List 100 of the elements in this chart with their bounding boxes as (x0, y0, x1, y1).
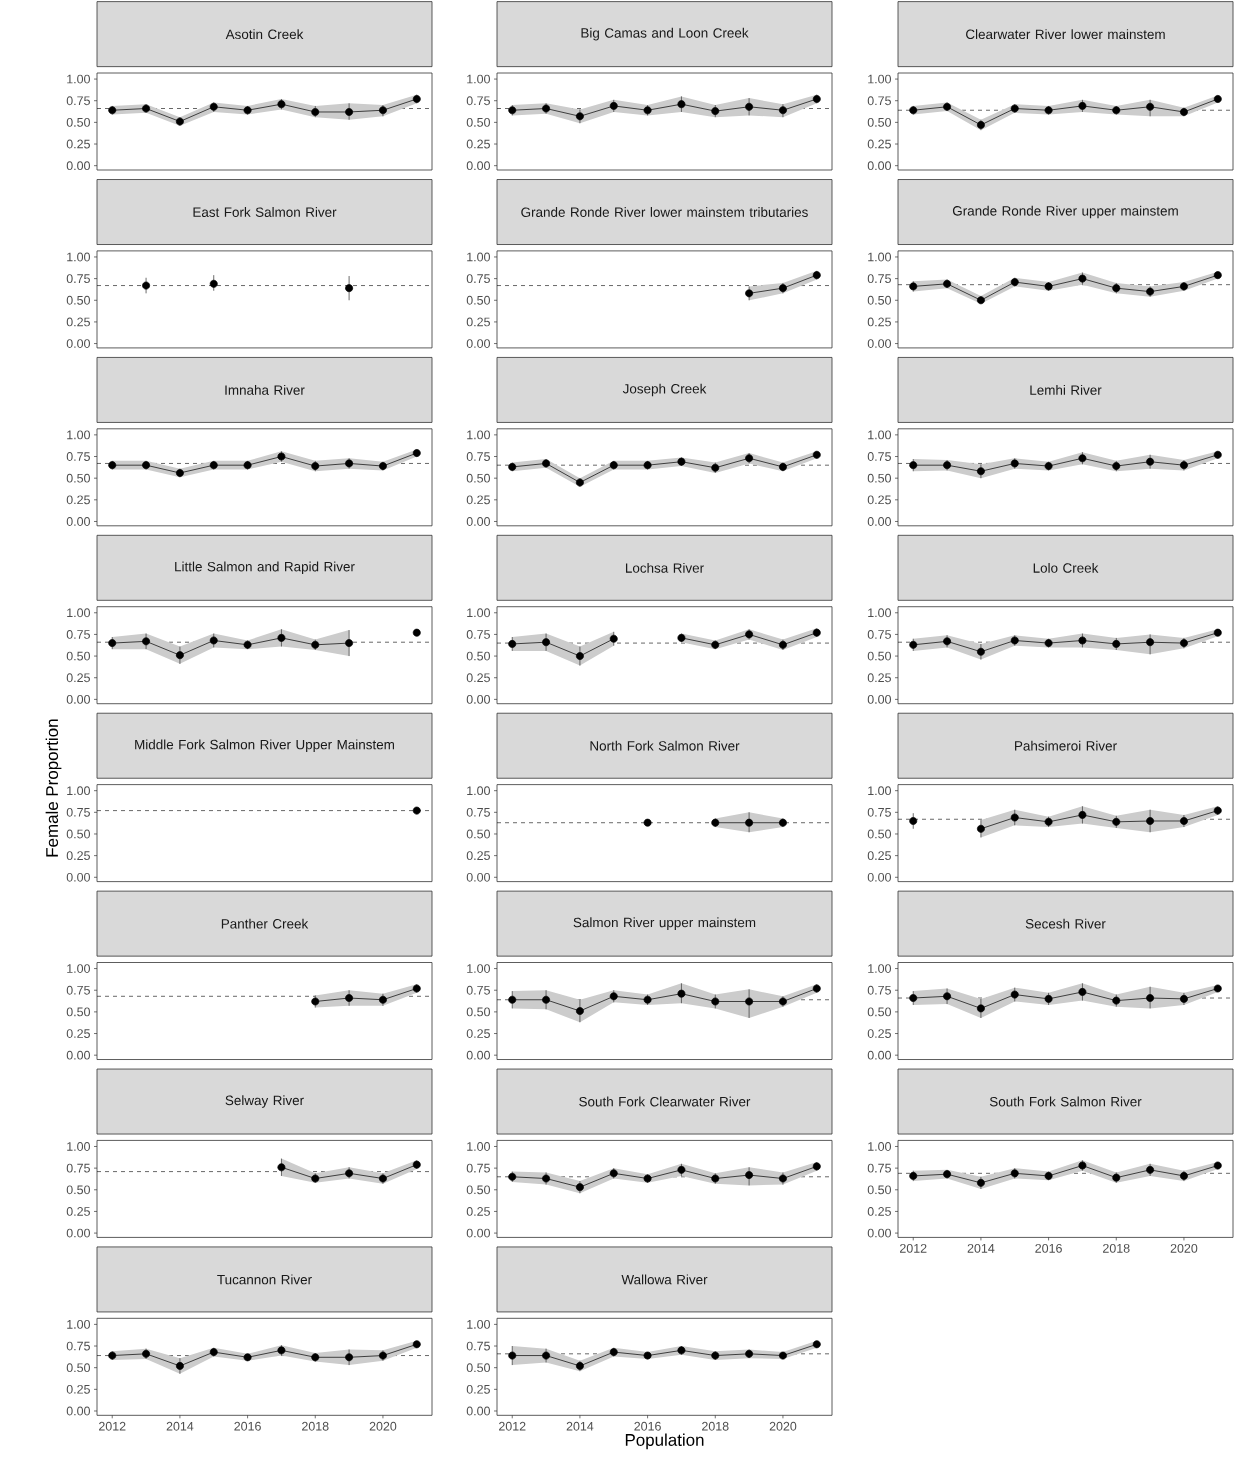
point (812, 450, 821, 459)
point (778, 106, 787, 115)
y-tick-label: 0.50 (66, 829, 90, 839)
point (778, 640, 787, 649)
y-tick-label: 1.00 (868, 964, 891, 973)
y-tick-label: 0.00 (66, 1406, 90, 1416)
y-tick-label: 0.50 (867, 473, 891, 483)
point (175, 651, 184, 660)
chart-title: South Fork Salmon River (989, 1096, 1142, 1107)
y-tick-label: 1.00 (67, 1319, 90, 1329)
y-tick-label: 1.00 (868, 74, 891, 84)
x-axis-title: Population (625, 1433, 704, 1450)
point (209, 461, 218, 470)
point (909, 994, 918, 1002)
y-tick-label: 0.25 (66, 139, 90, 149)
x-tick-label: 2012 (900, 1243, 927, 1253)
point (542, 1174, 551, 1183)
point (412, 449, 421, 458)
point (209, 102, 218, 111)
point (1146, 1165, 1155, 1174)
point (508, 462, 517, 471)
y-tick-label: 0.50 (466, 829, 490, 839)
y-tick-label: 1.00 (467, 252, 490, 262)
point (778, 1351, 787, 1360)
point (778, 1174, 787, 1183)
y-tick-label: 0.00 (466, 694, 490, 704)
y-tick-label: 0.00 (466, 339, 490, 348)
y-tick-label: 0.50 (466, 295, 490, 305)
y-tick-label: 0.25 (466, 1029, 490, 1038)
x-tick-label: 2016 (234, 1421, 261, 1431)
point (277, 452, 286, 461)
point (1078, 636, 1087, 645)
y-tick-label: 0.75 (867, 452, 891, 461)
y-tick-label: 0.50 (466, 1363, 490, 1373)
chart-title: Big Camas and Loon Creek (581, 27, 749, 41)
chart-title: Lochsa River (626, 562, 704, 573)
point (643, 995, 652, 1004)
point (812, 271, 821, 280)
x-tick-label: 2016 (634, 1421, 661, 1431)
point (243, 1353, 252, 1362)
y-tick-label: 0.00 (466, 517, 490, 526)
point (1010, 990, 1019, 999)
point (711, 1174, 720, 1183)
point (976, 1004, 985, 1013)
point (542, 638, 551, 647)
point (643, 1351, 652, 1360)
point (812, 1162, 821, 1171)
chart-title: Pahsimeroi River (1015, 740, 1117, 751)
point (575, 1183, 584, 1192)
point (745, 454, 754, 463)
y-tick-label: 0.00 (466, 1050, 490, 1060)
point (1010, 636, 1019, 645)
point (1213, 271, 1222, 280)
chart-title: Wallowa River (621, 1274, 708, 1285)
y-tick-label: 0.00 (867, 339, 891, 348)
x-tick-label: 2018 (302, 1421, 329, 1431)
chart-title: Grande Ronde River lower mainstem tributaries (521, 207, 808, 217)
point (909, 282, 918, 291)
y-tick-label: 0.75 (466, 274, 490, 284)
point (175, 1362, 184, 1370)
y-tick-label: 0.75 (466, 985, 490, 995)
point (1213, 984, 1222, 993)
y-tick-label: 0.50 (466, 651, 490, 661)
point (311, 108, 320, 116)
point (711, 640, 720, 649)
y-tick-label: 0.75 (466, 630, 490, 639)
point (1078, 810, 1087, 819)
y-tick-label: 0.50 (66, 1007, 90, 1017)
y-tick-label: 1.00 (67, 252, 90, 262)
point (909, 461, 918, 470)
point (1044, 817, 1053, 826)
y-tick-label: 0.50 (466, 473, 490, 483)
point (1112, 106, 1121, 115)
point (909, 640, 918, 649)
y-tick-label: 0.50 (466, 117, 490, 127)
point (711, 463, 720, 472)
y-tick-label: 0.50 (66, 1185, 90, 1195)
point (1078, 988, 1087, 996)
y-tick-label: 0.00 (66, 517, 90, 526)
y-tick-label: 0.25 (466, 495, 490, 505)
y-tick-label: 0.25 (66, 495, 90, 505)
point (277, 633, 286, 642)
y-tick-label: 1.00 (868, 786, 891, 796)
y-tick-label: 0.75 (867, 807, 891, 817)
point (277, 1346, 286, 1355)
y-tick-label: 0.25 (867, 851, 891, 861)
y-tick-label: 0.75 (466, 96, 490, 106)
point (108, 639, 117, 648)
y-tick-label: 0.25 (66, 1029, 90, 1038)
y-tick-label: 0.25 (466, 1384, 490, 1394)
y-tick-label: 0.00 (66, 161, 90, 171)
y-tick-label: 0.25 (66, 851, 90, 861)
point (1010, 459, 1019, 468)
y-tick-label: 0.00 (867, 161, 891, 171)
point (711, 107, 720, 116)
point (311, 462, 320, 470)
point (609, 634, 618, 643)
y-tick-label: 0.75 (466, 1341, 490, 1351)
y-tick-label: 1.00 (467, 786, 490, 796)
point (311, 1353, 320, 1362)
